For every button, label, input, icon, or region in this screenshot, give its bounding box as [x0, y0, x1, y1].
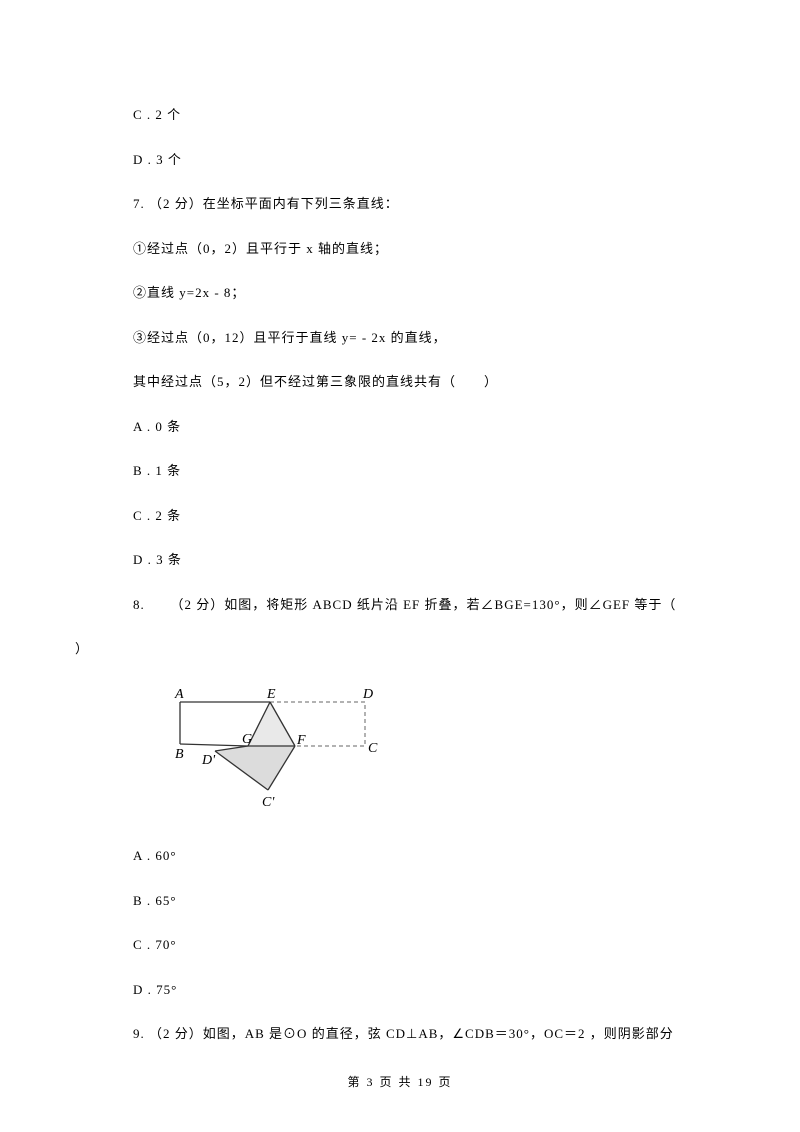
text-line: C . 2 个	[75, 105, 725, 125]
text-line: C . 2 条	[75, 506, 725, 526]
text-line: ①经过点（0，2）且平行于 x 轴的直线；	[75, 239, 725, 259]
text-line: A . 0 条	[75, 417, 725, 437]
svg-text:B: B	[175, 747, 184, 762]
svg-text:A: A	[174, 687, 184, 702]
text-line: A . 60°	[75, 846, 725, 866]
text-line: D . 3 条	[75, 550, 725, 570]
text-block-bottom: A . 60° B . 65° C . 70° D . 75° 9. （2 分）如图，A…	[75, 846, 725, 1044]
text-line: C . 70°	[75, 935, 725, 955]
svg-text:D': D'	[201, 753, 216, 768]
page-footer: 第 3 页 共 19 页	[0, 1073, 800, 1090]
text-block-top: C . 2 个 D . 3 个 7. （2 分）在坐标平面内有下列三条直线： ①经过点…	[75, 105, 725, 659]
svg-text:D: D	[362, 687, 373, 702]
text-line: D . 75°	[75, 980, 725, 1000]
text-line: 9. （2 分）如图，AB 是⊙O 的直径，弦 CD⊥AB，∠CDB＝30°，O…	[75, 1024, 725, 1044]
svg-text:G: G	[242, 732, 252, 747]
text-line: B . 65°	[75, 891, 725, 911]
document-page: C . 2 个 D . 3 个 7. （2 分）在坐标平面内有下列三条直线： ①经过点…	[0, 0, 800, 1044]
svg-text:C: C	[368, 741, 378, 756]
text-line: ③经过点（0，12）且平行于直线 y= - 2x 的直线，	[75, 328, 725, 348]
fold-diagram-svg: A E D B G F C D' C'	[160, 684, 385, 816]
geometry-figure: A E D B G F C D' C'	[160, 684, 725, 822]
text-line: 其中经过点（5，2）但不经过第三象限的直线共有（ ）	[75, 372, 725, 392]
text-line: ）	[75, 639, 725, 659]
svg-text:F: F	[296, 733, 306, 748]
text-line: ②直线 y=2x - 8；	[75, 283, 725, 303]
text-line: 8. （2 分）如图，将矩形 ABCD 纸片沿 EF 折叠，若∠BGE=130°…	[75, 595, 725, 615]
svg-text:E: E	[266, 687, 276, 702]
text-line: D . 3 个	[75, 150, 725, 170]
page-number: 第 3 页 共 19 页	[347, 1075, 452, 1089]
text-line: B . 1 条	[75, 461, 725, 481]
svg-text:C': C'	[262, 795, 275, 810]
text-line: 7. （2 分）在坐标平面内有下列三条直线：	[75, 194, 725, 214]
